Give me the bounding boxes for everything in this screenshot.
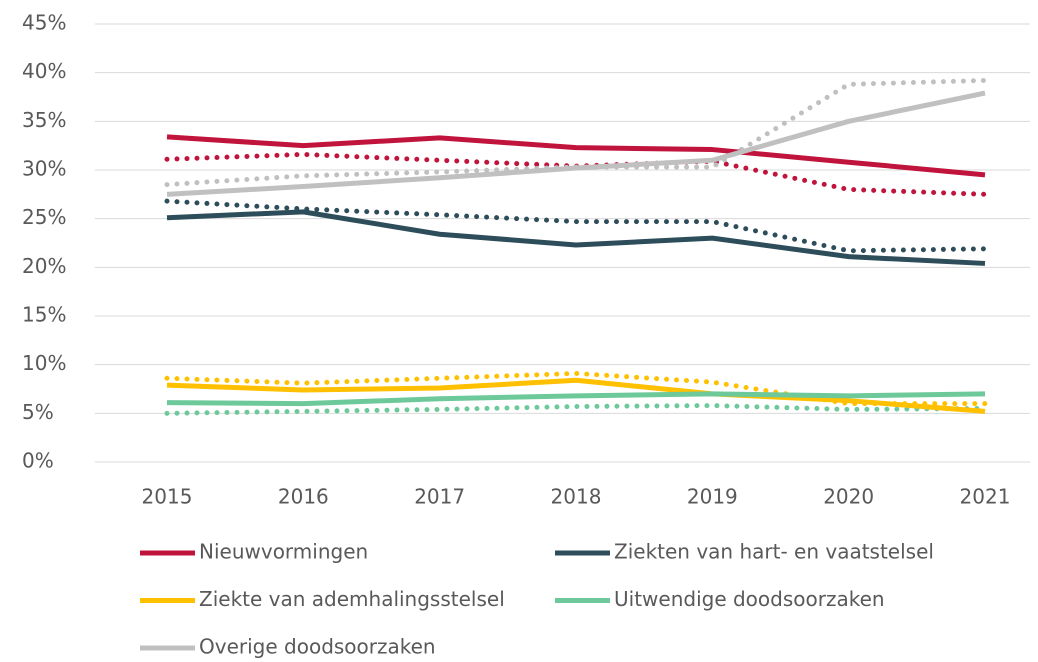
x-tick-label: 2016 — [278, 485, 329, 509]
y-tick-label: 5% — [22, 400, 54, 424]
line — [166, 391, 986, 407]
y-tick-label: 0% — [22, 449, 54, 473]
y-tick-label: 35% — [22, 108, 66, 132]
legend-label: Overige doodsoorzaken — [199, 635, 436, 659]
dotted-line — [164, 403, 988, 416]
line — [166, 377, 986, 414]
line — [166, 90, 986, 197]
y-tick-label: 30% — [22, 157, 66, 181]
y-tick-label: 45% — [22, 11, 66, 35]
dotted-line — [164, 370, 988, 407]
x-tick-label: 2019 — [687, 485, 738, 509]
x-tick-label: 2021 — [960, 485, 1011, 509]
y-tick-label: 40% — [22, 59, 66, 83]
x-tick-label: 2018 — [551, 485, 602, 509]
y-tick-label: 25% — [22, 205, 66, 229]
line — [166, 209, 986, 266]
dotted-line — [164, 198, 988, 254]
line — [166, 134, 986, 178]
y-tick-label: 20% — [22, 254, 66, 278]
legend-label: Uitwendige doodsoorzaken — [614, 587, 885, 611]
x-tick-label: 2015 — [142, 485, 193, 509]
x-tick-label: 2017 — [414, 485, 465, 509]
legend-label: Ziekten van hart- en vaatstelsel — [614, 540, 934, 564]
y-tick-label: 15% — [22, 303, 66, 327]
legend-label: Nieuwvormingen — [199, 540, 368, 564]
y-tick-label: 10% — [22, 351, 66, 375]
legend-label: Ziekte van ademhalingsstelsel — [199, 587, 505, 611]
x-tick-label: 2020 — [823, 485, 874, 509]
